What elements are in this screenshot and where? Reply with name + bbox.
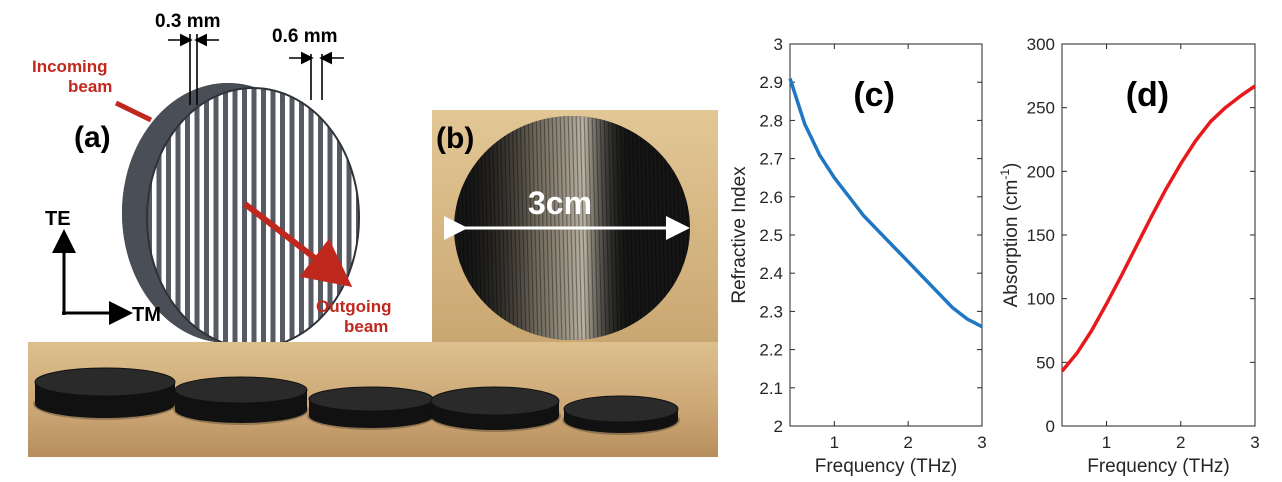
slit [275,88,280,345]
y-tick-label: 2.3 [759,302,783,321]
x-axis-label: Frequency (THz) [815,456,958,477]
disk-samples [33,367,680,435]
disk-sample [173,376,309,425]
slit [199,88,204,345]
slit [218,88,223,345]
disk-sample [429,386,561,432]
slit [351,88,356,345]
y-tick-label: 50 [1036,353,1055,372]
dimension-marks [168,33,344,105]
data-series-line [788,77,983,329]
incoming-beam-label-1: Incoming [32,57,108,76]
y-axis-label: Refractive Index [729,166,750,304]
slit [247,88,252,345]
disk-sample [562,395,680,435]
slit [285,88,290,345]
y-tick-label: 300 [1027,35,1055,54]
slit [228,88,233,345]
y-tick-label: 2.1 [759,379,783,398]
y-tick-label: 2.9 [759,73,783,92]
slit [294,88,299,345]
incoming-beam-arrow [114,100,153,123]
disks-photo-strip [28,342,718,457]
y-axis-label: Absorption (cm-1) [998,163,1022,308]
chart-absorption: 0 50 100 150 200 250 300 1 2 3 Frequency (THz) Abso… [998,35,1260,477]
grating-schematic: 0.3 mm 0.6 mm Incoming beam Outgoing bea… [32,11,392,345]
x-tick-label: 2 [903,433,912,452]
y-tick-label: 2.6 [759,188,783,207]
disk-sample [307,386,435,430]
x-tick-label: 3 [977,433,986,452]
panel-label: (c) [853,76,895,114]
y-tick-label: 2.7 [759,150,783,169]
x-tick-label: 2 [1176,433,1185,452]
slit [332,88,337,345]
y-tick-label: 150 [1027,226,1055,245]
diameter-label: 3cm [528,185,592,221]
x-axis-label: Frequency (THz) [1087,456,1230,477]
slit [171,88,176,345]
slit [152,88,157,345]
y-tick-label: 2 [774,417,783,436]
outgoing-beam-label-1: Outgoing [316,297,392,316]
slit [180,88,185,345]
y-tick-label: 250 [1027,99,1055,118]
slit [190,88,195,345]
panel-label: (d) [1126,76,1169,114]
disk-photo: 3cm (b) [432,110,718,342]
y-tick-label: 2.2 [759,341,783,360]
x-tick-label: 1 [830,433,839,452]
slit [323,88,328,345]
disk-sample [33,367,177,420]
x-tick-label: 3 [1250,433,1259,452]
y-tick-label: 3 [774,35,783,54]
polarization-axes [52,229,133,325]
panel-label-b: (b) [436,122,474,155]
y-tick-label: 0 [1046,417,1055,436]
y-tick-label: 200 [1027,162,1055,181]
x-tick-label: 1 [1102,433,1111,452]
outgoing-beam-arrow [243,201,353,288]
slit [209,88,214,345]
y-tick-label: 2.4 [759,264,783,283]
axis-te-label: TE [45,208,71,230]
slit [266,88,271,345]
axis-tm-label: TM [132,304,161,326]
slit [161,88,166,345]
dimension-0.6mm: 0.6 mm [272,26,337,47]
slit [237,88,242,345]
incoming-beam-label-2: beam [68,77,112,96]
dimension-0.3mm: 0.3 mm [155,11,220,32]
slit [342,88,347,345]
y-tick-label: 100 [1027,290,1055,309]
chart-refractive-index: 2 2.1 2.2 2.3 2.4 2.5 2.6 2.7 2.8 2.9 3 1 2 3 Frequenc… [729,35,987,477]
data-series-line [1060,84,1256,373]
y-tick-label: 2.8 [759,111,783,130]
slit [304,88,309,345]
panel-label-a: (a) [74,121,111,154]
y-tick-label: 2.5 [759,226,783,245]
outgoing-beam-label-2: beam [344,317,388,336]
slit [313,88,318,345]
